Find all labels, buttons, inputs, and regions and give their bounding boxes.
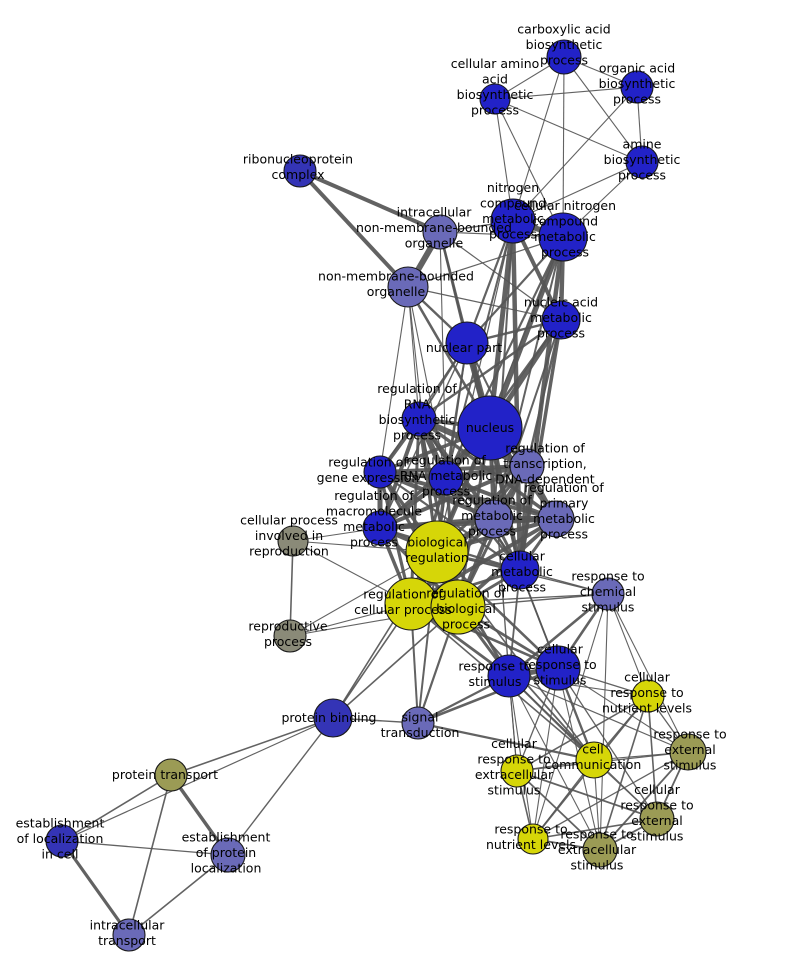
edge-layer	[60, 56, 689, 936]
graph-node-response-to-chemical-stimulus[interactable]	[591, 577, 625, 611]
graph-edge	[489, 427, 510, 677]
graph-edge	[494, 86, 638, 100]
graph-node-cellular-process-involved-in-reproduction[interactable]	[277, 525, 309, 557]
graph-edge	[508, 675, 689, 753]
graph-edge	[379, 286, 409, 473]
graph-edge	[516, 770, 601, 851]
graph-edge	[407, 286, 420, 420]
graph-node-cellular-response-to-nutrient-levels[interactable]	[631, 679, 665, 713]
graph-edge	[170, 717, 334, 776]
graph-node-carboxylic-acid-biosynthetic-process[interactable]	[546, 39, 582, 75]
graph-edge	[407, 236, 564, 288]
graph-node-nitrogen-compound-metabolic-process[interactable]	[490, 198, 536, 244]
graph-node-cell-communication[interactable]	[575, 741, 613, 779]
graph-edge	[647, 695, 658, 820]
graph-edge	[487, 220, 516, 429]
graph-edge	[512, 161, 643, 222]
graph-edge	[607, 593, 649, 697]
graph-node-non-membrane-bounded-organelle[interactable]	[387, 266, 429, 308]
graph-edge	[494, 98, 564, 238]
graph-node-establishment-of-protein-localization[interactable]	[210, 837, 246, 873]
graph-edge	[532, 818, 658, 840]
graph-edge	[436, 236, 564, 553]
graph-edge	[60, 840, 131, 936]
graph-node-regulation-of-rna-biosynthetic-process[interactable]	[401, 401, 437, 437]
graph-edge	[61, 774, 172, 842]
graph-node-intracellular-non-membrane-bounded-organelle[interactable]	[422, 214, 458, 250]
graph-node-signal-transduction[interactable]	[401, 706, 435, 740]
graph-node-amine-biosynthetic-process[interactable]	[625, 145, 659, 179]
graph-node-response-to-stimulus[interactable]	[487, 654, 531, 698]
graph-node-biological-regulation[interactable]	[405, 520, 469, 584]
graph-edge	[563, 56, 643, 163]
graph-node-cellular-metabolic-process[interactable]	[500, 550, 540, 590]
graph-edge	[418, 319, 562, 420]
graph-node-nucleus[interactable]	[457, 395, 523, 461]
graph-edge	[128, 854, 229, 936]
graph-node-cellular-response-to-extracellular-stimulus[interactable]	[500, 754, 534, 788]
graph-node-reproductive-process[interactable]	[273, 619, 307, 653]
graph-node-cellular-response-to-stimulus[interactable]	[535, 645, 581, 691]
graph-node-cellular-nitrogen-compound-metabolic-process[interactable]	[538, 212, 588, 262]
graph-edge	[439, 231, 447, 479]
graph-edge	[512, 56, 565, 222]
graph-edge	[418, 418, 521, 571]
graph-edge	[607, 593, 689, 753]
graph-edge	[436, 220, 514, 553]
graph-edge	[379, 470, 557, 521]
graph-edge	[512, 86, 638, 222]
graph-edge	[61, 840, 229, 856]
graph-edge	[508, 675, 601, 851]
graph-edge	[417, 721, 595, 762]
graph-node-regulation-of-metabolic-process[interactable]	[474, 499, 514, 539]
graph-edge	[494, 98, 643, 163]
graph-node-regulation-of-macromolecule-metabolic-process[interactable]	[362, 510, 398, 546]
graph-node-response-to-extracellular-stimulus[interactable]	[582, 832, 618, 868]
graph-edge	[379, 464, 528, 530]
graph-edge	[599, 751, 689, 851]
graph-node-establishment-of-localization-in-cell[interactable]	[45, 824, 79, 858]
graph-edge	[407, 286, 562, 321]
graph-edge	[417, 666, 559, 725]
graph-edge	[532, 667, 559, 840]
graph-edge	[599, 695, 649, 851]
graph-node-response-to-nutrient-levels[interactable]	[517, 823, 549, 855]
graph-node-protein-transport[interactable]	[154, 758, 188, 792]
graph-node-protein-binding[interactable]	[313, 698, 353, 738]
graph-node-regulation-of-gene-expression[interactable]	[363, 455, 397, 489]
graph-edge	[562, 56, 565, 238]
graph-edge	[516, 695, 649, 772]
graph-node-intracellular-transport[interactable]	[112, 918, 146, 952]
graph-node-nucleic-acid-metabolic-process[interactable]	[541, 300, 581, 340]
graph-edge	[332, 606, 459, 719]
graph-edge	[532, 751, 689, 840]
graph-edge	[298, 169, 410, 289]
graph-node-regulation-of-transcription-dna-dependent[interactable]	[509, 448, 545, 484]
graph-edge	[510, 220, 523, 571]
graph-node-regulation-of-rna-metabolic-process[interactable]	[428, 460, 464, 496]
graph-edge	[227, 717, 334, 856]
graph-node-response-to-external-stimulus[interactable]	[669, 733, 707, 771]
graph-node-cellular-amino-acid-biosynthetic-process[interactable]	[479, 83, 511, 115]
graph-node-nuclear-part[interactable]	[445, 321, 489, 365]
graph-edge	[61, 717, 334, 842]
graph-node-regulation-of-biological-process[interactable]	[430, 579, 486, 635]
graph-node-organic-acid-biosynthetic-process[interactable]	[620, 70, 654, 104]
graph-edge	[379, 469, 495, 522]
graph-node-regulation-of-cellular-process[interactable]	[384, 577, 438, 631]
graph-edge	[299, 169, 441, 234]
graph-edge	[516, 770, 658, 820]
graph-node-ribonucleoprotein-complex[interactable]	[283, 154, 317, 188]
graph-node-regulation-of-primary-metabolic-process[interactable]	[537, 500, 575, 538]
node-layer	[45, 39, 707, 952]
graph-edge	[525, 319, 563, 467]
graph-edge	[128, 774, 172, 936]
graph-node-cellular-response-to-external-stimulus[interactable]	[639, 801, 675, 837]
